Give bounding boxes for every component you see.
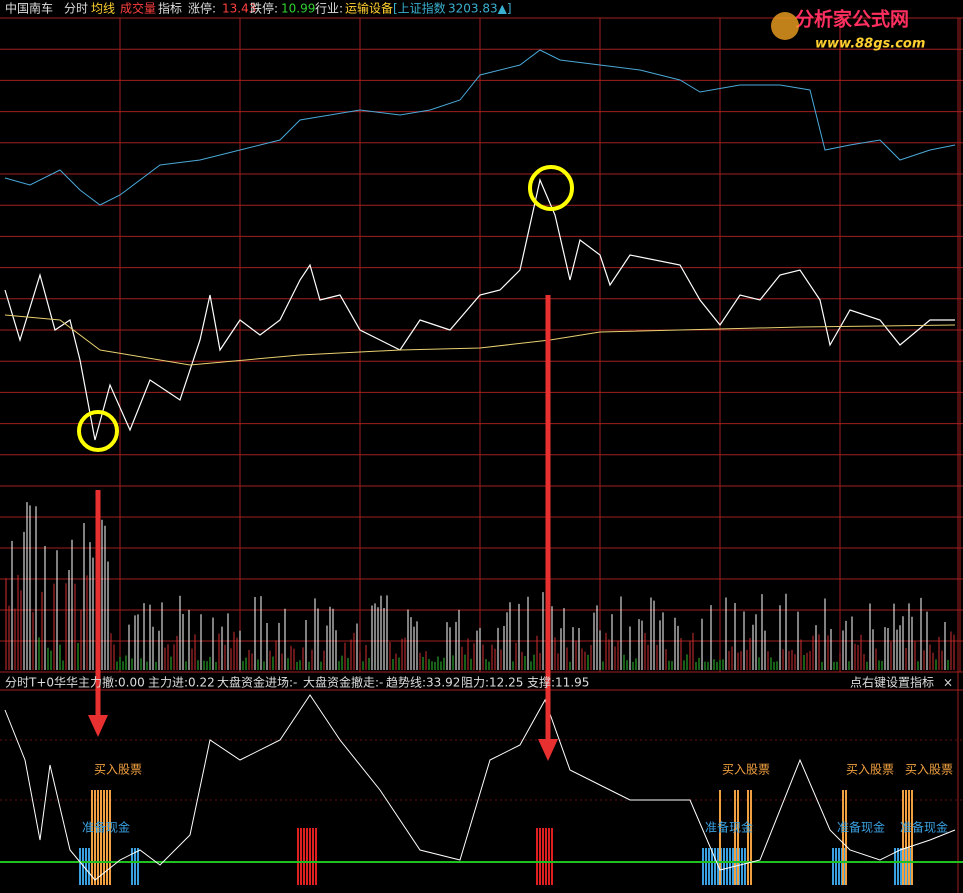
header-item: 指标: [158, 1, 182, 16]
buy-label: 买入股票: [94, 763, 142, 777]
indicator-item: 分时T+0华华: [5, 676, 78, 690]
header-item: 跌停:: [250, 1, 278, 16]
indicator-item: 主力撤:0.00: [78, 675, 145, 690]
header-item: 行业:: [315, 2, 343, 16]
logo-title: 分析家公式网: [795, 8, 909, 31]
cash-label: 准备现金: [82, 820, 130, 835]
header-item: 成交量: [120, 1, 156, 16]
marker-circle: [77, 410, 119, 452]
arrow: [538, 295, 558, 761]
signal-bars: [79, 790, 913, 885]
index-line: [4, 49, 956, 206]
close-icon[interactable]: ×: [943, 676, 953, 690]
header-item: 分时: [64, 2, 88, 16]
header-item: 运输设备: [345, 1, 393, 16]
indicator-item: 大盘资金进场:-: [217, 675, 297, 690]
indicator-item: 阻力:12.25: [461, 676, 523, 690]
indicator-item: 大盘资金撤走:-: [303, 675, 383, 690]
indicator-item: 支撑:11.95: [527, 675, 589, 690]
cash-label: 准备现金: [705, 820, 753, 835]
cash-label: 准备现金: [900, 820, 948, 835]
marker-circle: [528, 165, 574, 211]
buy-label: 买入股票: [905, 763, 953, 777]
header-item: 均线: [91, 2, 115, 16]
buy-label: 买入股票: [722, 763, 770, 777]
header-item: 中国南车: [5, 1, 53, 16]
header-item: 涨停:: [188, 1, 216, 16]
indicator-line: [4, 694, 956, 881]
header-item: 3203.83▲]: [448, 2, 512, 16]
header-item: 13.43: [222, 2, 256, 16]
arrow: [88, 490, 108, 737]
header-item: [上证指数: [393, 1, 446, 16]
indicator-item: 主力进:0.22: [148, 676, 215, 690]
logo-flower: [771, 12, 799, 40]
price-line: [4, 178, 955, 441]
logo-url: www.88gs.com: [815, 37, 925, 52]
settings-hint[interactable]: 点右键设置指标: [850, 675, 934, 690]
average-line: [4, 314, 956, 366]
cash-label: 准备现金: [837, 820, 885, 835]
header-item: 10.99: [281, 2, 315, 16]
indicator-item: 趋势线:33.92: [386, 676, 460, 690]
buy-label: 买入股票: [846, 763, 894, 777]
grid: [0, 17, 963, 893]
